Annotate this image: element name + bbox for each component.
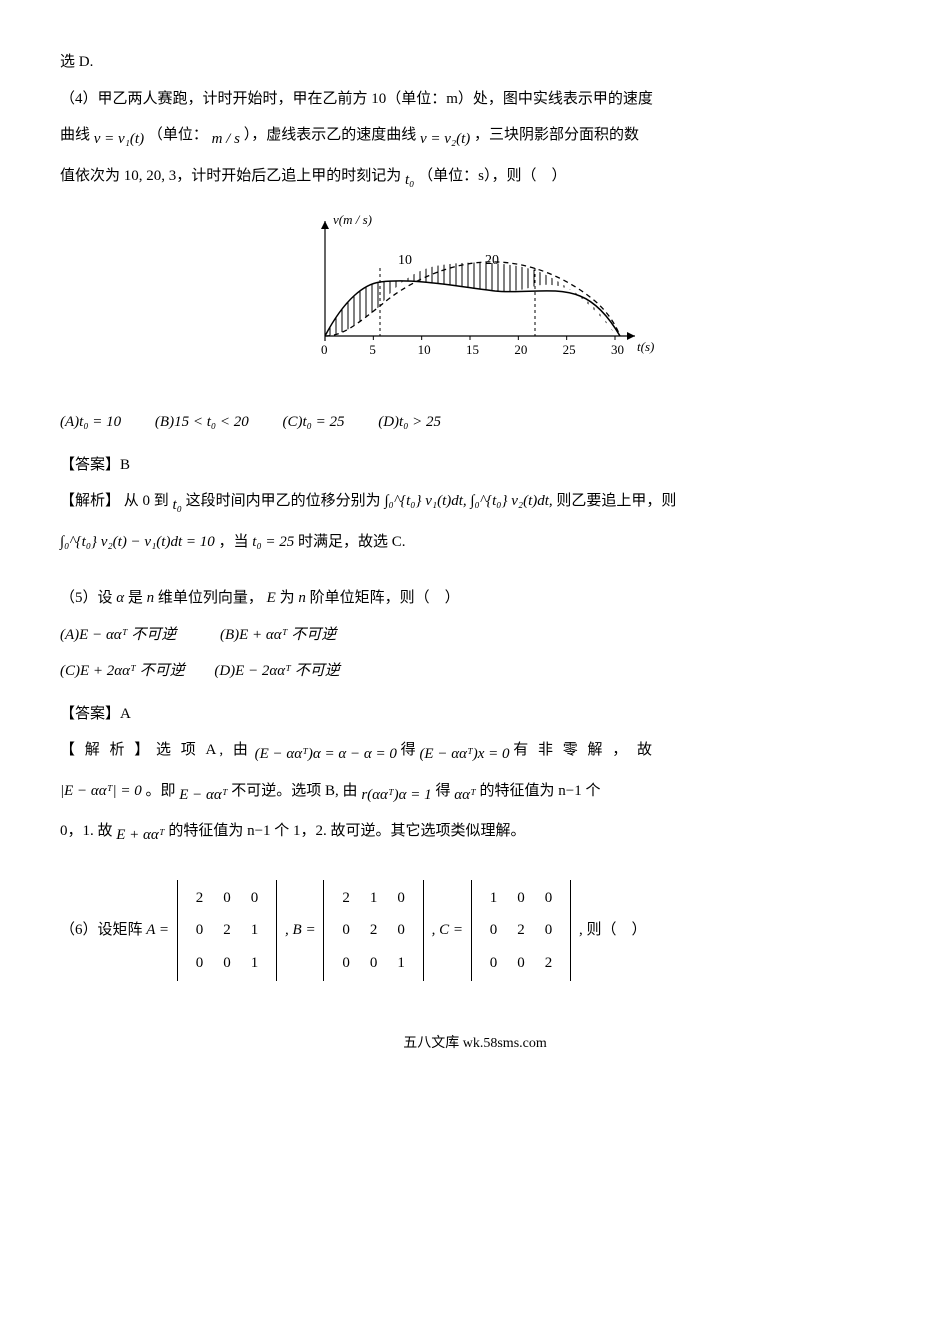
q4-line1: （4）甲乙两人赛跑，计时开始时，甲在乙前方 10（单位：m）处，图中实线表示甲的… <box>60 85 890 114</box>
answer-label: 【答案】 <box>60 706 120 722</box>
svg-text:10: 10 <box>398 253 412 268</box>
page-footer: 五八文库 wk.58sms.com <box>60 1031 890 1058</box>
q4-optB: (B)15 < t₀ < 20 <box>155 408 249 437</box>
ana-label: 【解析】 <box>60 493 120 509</box>
svg-text:20: 20 <box>514 342 527 357</box>
eq2: (E − ααᵀ)x = 0 <box>419 746 509 762</box>
int2: ∫₀^{t₀} v₂(t)dt, <box>470 493 552 509</box>
det: |E − ααᵀ| = 0 <box>60 783 142 799</box>
q4-answer: 【答案】B <box>60 451 890 480</box>
svg-text:0: 0 <box>321 342 328 357</box>
t0b: t₀ <box>173 497 182 513</box>
q5-optC: (C)E + 2ααᵀ 不可逆 <box>60 663 185 679</box>
txt: 曲线 <box>60 127 90 143</box>
q5-optB: (B)E + ααᵀ 不可逆 <box>220 627 336 643</box>
q4-line3: 值依次为 10, 20, 3，计时开始后乙追上甲的时刻记为 t₀ （单位：s），… <box>60 162 890 195</box>
txt: （5）设 <box>60 590 113 606</box>
txt: 值依次为 10, 20, 3，计时开始后乙追上甲的时刻记为 <box>60 168 401 184</box>
txt: 则乙要追上甲，则 <box>556 493 676 509</box>
txt: 不可逆。选项 B, 由 <box>231 783 357 799</box>
q4-analysis-1: 【解析】 从 0 到 t₀ 这段时间内甲乙的位移分别为 ∫₀^{t₀} v₁(t… <box>60 487 890 520</box>
q5-ana-1: 【 解 析 】 选 项 A, 由 (E − ααᵀ)α = α − α = 0 … <box>60 736 890 769</box>
txt: 有 非 零 解 ， 故 <box>513 742 655 758</box>
A-label: A = <box>146 922 169 938</box>
curve2: v = v₂(t) <box>420 131 470 147</box>
n: n <box>147 590 155 606</box>
svg-text:t(s): t(s) <box>637 339 654 354</box>
matrix-C: 100020002 <box>471 880 572 982</box>
txt: ），虚线表示乙的速度曲线 <box>244 127 417 143</box>
txt: 得 <box>435 783 450 799</box>
q5-optD: (D)E − 2ααᵀ 不可逆 <box>214 663 339 679</box>
e1: E − ααᵀ <box>179 787 227 803</box>
answer-label: 【答案】 <box>60 457 120 473</box>
txt: （6）设矩阵 <box>60 922 143 938</box>
q5-stem: （5）设 α 是 n 维单位列向量， E 为 n 阶单位矩阵，则（ ） <box>60 584 890 613</box>
txt: 阶单位矩阵，则（ ） <box>310 590 460 606</box>
q4-line2: 曲线 v = v₁(t) （单位： m / s ），虚线表示乙的速度曲线 v =… <box>60 121 890 154</box>
int1: ∫₀^{t₀} v₁(t)dt, <box>384 493 466 509</box>
txt: 选 项 A, 由 <box>156 742 251 758</box>
q5-options-row1: (A)E − ααᵀ 不可逆 (B)E + ααᵀ 不可逆 <box>60 621 890 650</box>
svg-text:30: 30 <box>611 342 624 357</box>
txt: 时满足，故选 C. <box>298 534 406 550</box>
txt: ，当 <box>219 534 249 550</box>
q5-ana-2: |E − ααᵀ| = 0 。即 E − ααᵀ 不可逆。选项 B, 由 r(α… <box>60 777 890 810</box>
q4-optA: (A)t₀ = 10 <box>60 408 121 437</box>
txt: 。即 <box>145 783 175 799</box>
svg-text:20: 20 <box>485 253 499 268</box>
teq: t₀ = 25 <box>252 534 294 550</box>
q4-velocity-chart: v(m / s) t(s) 0 5 10 15 20 25 30 10 20 <box>285 206 665 396</box>
txt: 的特征值为 n−1 个 <box>480 783 601 799</box>
answer-val: B <box>120 457 130 473</box>
txt: , 则（ ） <box>579 922 647 938</box>
q4-analysis-2: ∫₀^{t₀} v₂(t) − v₁(t)dt = 10 ，当 t₀ = 25 … <box>60 528 890 557</box>
pre-line: 选 D. <box>60 48 890 77</box>
txt: 为 <box>280 590 295 606</box>
txt: 0，1. 故 <box>60 823 113 839</box>
txt: 得 <box>401 742 416 758</box>
aat: ααᵀ <box>454 787 476 803</box>
q5-answer: 【答案】A <box>60 700 890 729</box>
matrix-B: 210020001 <box>323 880 424 982</box>
B-label: , B = <box>285 922 316 938</box>
answer-val: A <box>120 706 131 722</box>
q4-optD: (D)t₀ > 25 <box>378 408 441 437</box>
matrix-A: 200021001 <box>177 880 278 982</box>
txt: 的特征值为 n−1 个 1，2. 故可逆。其它选项类似理解。 <box>168 823 525 839</box>
E: E <box>267 590 276 606</box>
txt: 维单位列向量， <box>158 590 263 606</box>
curve1: v = v₁(t) <box>94 131 144 147</box>
t0: t₀ <box>405 172 414 188</box>
eq3: r(ααᵀ)α = 1 <box>361 787 431 803</box>
svg-text:5: 5 <box>369 342 376 357</box>
svg-text:25: 25 <box>563 342 576 357</box>
svg-text:15: 15 <box>466 342 479 357</box>
q4-optC: (C)t₀ = 25 <box>282 408 344 437</box>
txt: 这段时间内甲乙的位移分别为 <box>186 493 381 509</box>
svg-text:v(m / s): v(m / s) <box>333 212 372 227</box>
txt: 是 <box>128 590 143 606</box>
txt: （单位： <box>148 127 208 143</box>
n2: n <box>298 590 306 606</box>
int-eq: ∫₀^{t₀} v₂(t) − v₁(t)dt = 10 <box>60 534 215 550</box>
q5-ana-3: 0，1. 故 E + ααᵀ 的特征值为 n−1 个 1，2. 故可逆。其它选项… <box>60 817 890 850</box>
eq1: (E − ααᵀ)α = α − α = 0 <box>255 746 397 762</box>
txt: ，三块阴影部分面积的数 <box>474 127 639 143</box>
q4-options: (A)t₀ = 10 (B)15 < t₀ < 20 (C)t₀ = 25 (D… <box>60 408 890 437</box>
alpha: α <box>116 590 124 606</box>
ana-label: 【 解 析 】 <box>60 742 152 758</box>
q5-options-row2: (C)E + 2ααᵀ 不可逆 (D)E − 2ααᵀ 不可逆 <box>60 657 890 686</box>
txt: 从 0 到 <box>124 493 169 509</box>
C-label: , C = <box>432 922 463 938</box>
q6-stem: （6）设矩阵 A = 200021001 , B = 210020001 , C… <box>60 880 890 982</box>
unit: m / s <box>212 131 240 147</box>
eaat: E + ααᵀ <box>116 827 164 843</box>
q5-optA: (A)E − ααᵀ 不可逆 <box>60 627 176 643</box>
txt: （单位：s），则（ ） <box>418 168 566 184</box>
svg-text:10: 10 <box>418 342 431 357</box>
